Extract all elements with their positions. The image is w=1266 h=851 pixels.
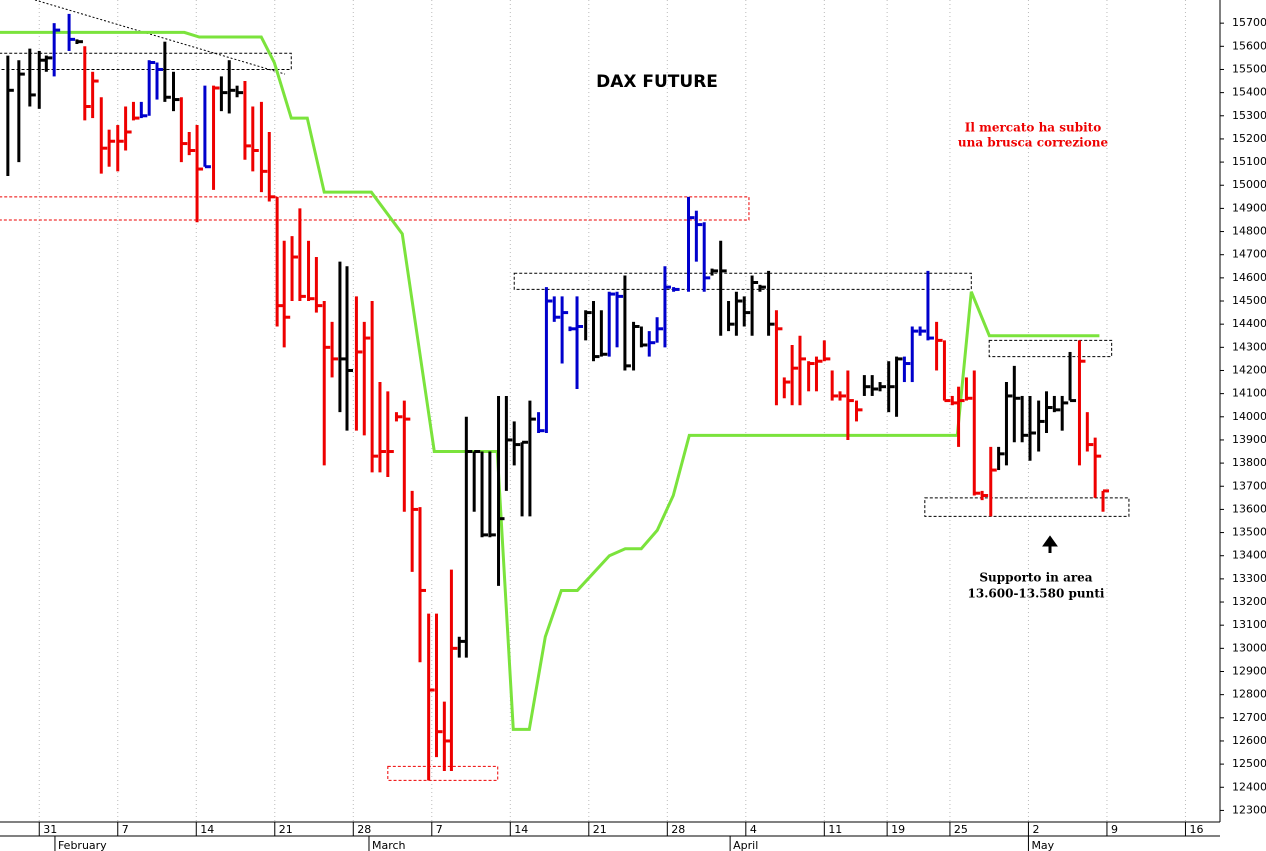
zone [988, 339, 1113, 358]
zone [387, 765, 499, 781]
annotation: una brusca correzione [958, 136, 1109, 150]
x-tick-label: 14 [200, 823, 214, 836]
y-tick-label: 12700 [1232, 711, 1266, 724]
x-tick-label: 16 [1189, 823, 1203, 836]
y-tick-label: 12900 [1232, 664, 1266, 677]
y-tick-label: 15000 [1232, 178, 1266, 191]
x-tick-label: 4 [750, 823, 757, 836]
month-label: April [733, 839, 758, 851]
stop-line [0, 30, 1100, 731]
y-tick-label: 14500 [1232, 294, 1266, 307]
y-tick-label: 15500 [1232, 62, 1266, 75]
x-tick-label: 7 [436, 823, 443, 836]
month-label: March [372, 839, 406, 851]
zone [0, 196, 750, 221]
y-tick-label: 13700 [1232, 479, 1266, 492]
annotation: Supporto in area [979, 571, 1092, 585]
x-tick-label: 31 [43, 823, 57, 836]
y-tick-label: 14800 [1232, 225, 1266, 238]
x-tick-label: 19 [891, 823, 905, 836]
x-tick-label: 7 [122, 823, 129, 836]
zone [513, 272, 972, 290]
y-tick-label: 13500 [1232, 526, 1266, 539]
y-tick-label: 15200 [1232, 132, 1266, 145]
y-tick-label: 15100 [1232, 155, 1266, 168]
y-tick-label: 12500 [1232, 757, 1266, 770]
y-tick-label: 13300 [1232, 572, 1266, 585]
y-tick-label: 14700 [1232, 248, 1266, 261]
y-tick-label: 15600 [1232, 39, 1266, 52]
y-tick-label: 14200 [1232, 363, 1266, 376]
y-tick-label: 14300 [1232, 340, 1266, 353]
y-tick-label: 12800 [1232, 688, 1266, 701]
y-tick-label: 13900 [1232, 433, 1266, 446]
x-tick-label: 9 [1111, 823, 1118, 836]
y-tick-label: 12600 [1232, 734, 1266, 747]
y-tick-label: 13600 [1232, 502, 1266, 515]
y-tick-label: 13800 [1232, 456, 1266, 469]
y-tick-label: 13400 [1232, 549, 1266, 562]
y-tick-label: 13000 [1232, 641, 1266, 654]
x-tick-label: 14 [514, 823, 528, 836]
x-tick-label: 28 [671, 823, 685, 836]
y-tick-label: 15700 [1232, 16, 1266, 29]
x-tick-label: 21 [279, 823, 293, 836]
x-tick-label: 11 [828, 823, 842, 836]
y-tick-label: 15400 [1232, 86, 1266, 99]
trendline [34, 0, 286, 75]
y-tick-label: 14000 [1232, 410, 1266, 423]
annotation: 13.600-13.580 punti [968, 587, 1105, 601]
x-tick-label: 21 [593, 823, 607, 836]
arrow [1042, 535, 1058, 553]
month-label: May [1031, 839, 1054, 851]
y-tick-label: 14600 [1232, 271, 1266, 284]
y-tick-label: 15300 [1232, 109, 1266, 122]
y-tick-label: 12400 [1232, 780, 1266, 793]
y-tick-label: 14900 [1232, 201, 1266, 214]
x-tick-label: 2 [1032, 823, 1039, 836]
y-tick-label: 13200 [1232, 595, 1266, 608]
zone [924, 497, 1130, 517]
month-label: February [58, 839, 107, 851]
x-tick-label: 25 [954, 823, 968, 836]
y-tick-label: 14100 [1232, 387, 1266, 400]
annotation: Il mercato ha subito [965, 121, 1101, 135]
y-tick-label: 12300 [1232, 803, 1266, 816]
y-tick-label: 14400 [1232, 317, 1266, 330]
y-tick-label: 13100 [1232, 618, 1266, 631]
x-tick-label: 28 [357, 823, 371, 836]
chart-title: DAX FUTURE [596, 72, 718, 92]
zone [0, 52, 292, 70]
